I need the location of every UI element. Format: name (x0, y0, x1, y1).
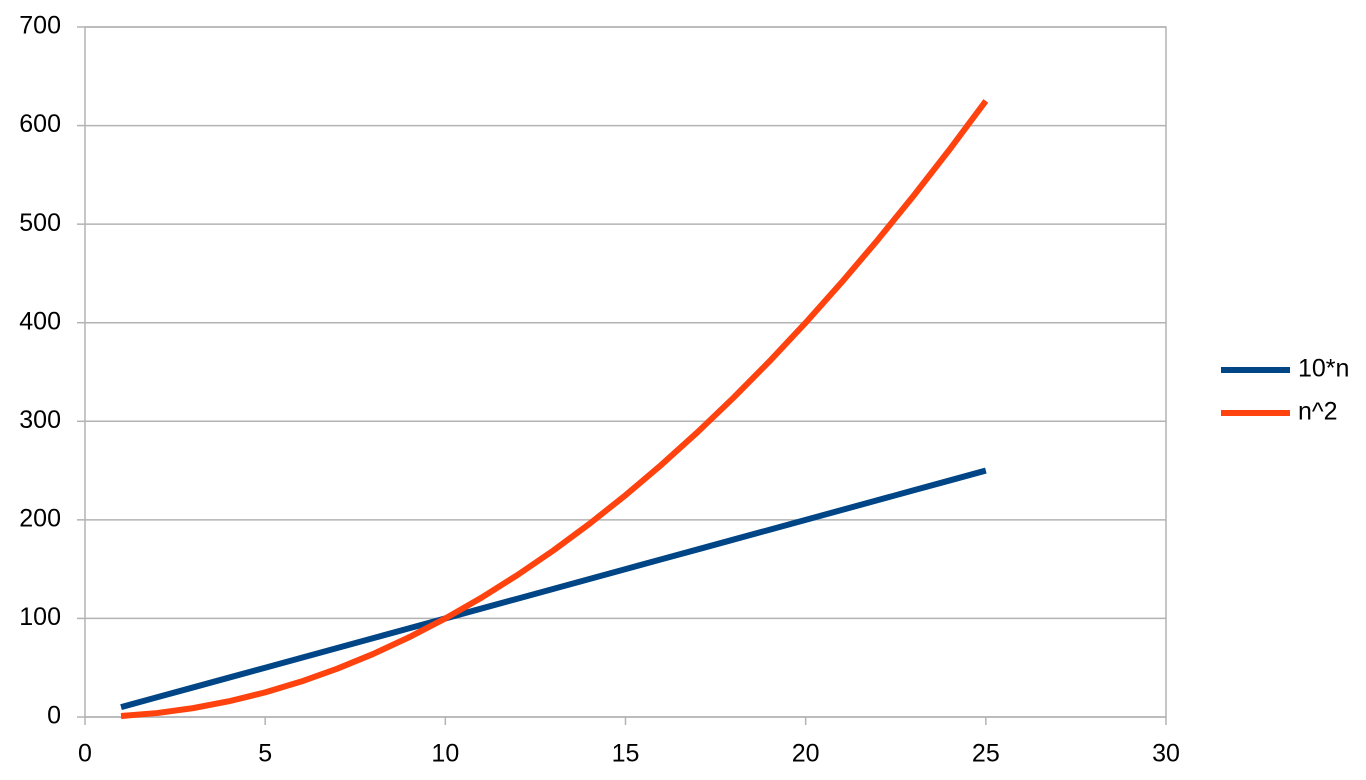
x-tick-label: 0 (78, 740, 92, 768)
plot-frame (84, 26, 1167, 718)
legend-label: 10*n (1298, 355, 1349, 383)
y-tick-label: 0 (47, 702, 61, 730)
x-tick-label: 5 (258, 740, 272, 768)
y-tick-label: 600 (19, 110, 61, 138)
y-tick-label: 700 (19, 12, 61, 40)
x-tick-label: 10 (431, 740, 459, 768)
series-line (120, 99, 989, 720)
x-tick-label: 15 (612, 740, 640, 768)
y-tick-label: 400 (19, 307, 61, 335)
legend-label: n^2 (1298, 398, 1338, 426)
y-tick-label: 500 (19, 209, 61, 237)
y-tick-label: 200 (19, 504, 61, 532)
x-tick-label: 20 (792, 740, 820, 768)
series-line (120, 467, 987, 711)
y-tick-label: 300 (19, 406, 61, 434)
x-tick-label: 25 (972, 740, 1000, 768)
x-tick-label: 30 (1152, 740, 1180, 768)
y-tick-label: 100 (19, 603, 61, 631)
